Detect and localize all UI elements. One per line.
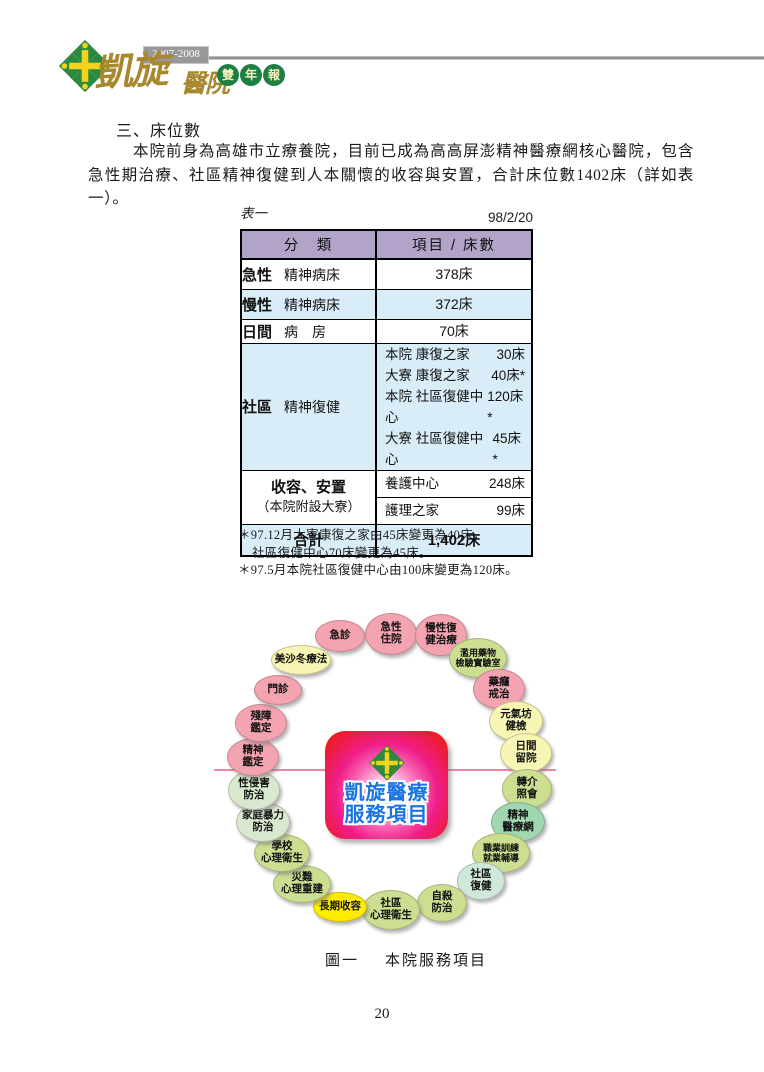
col-header-category: 分 類 xyxy=(240,229,377,260)
hospital-name-calligraphy: 凱旋 xyxy=(93,49,168,95)
beds-table: 分 類 項目 / 床數 急性 精神病床 378床 慢性 精神病床 372床 日間病 … xyxy=(240,229,533,557)
footnote: ＊97.5月本院社區復健中心由100床變更為120床。 xyxy=(238,563,518,577)
hospital-logo-icon xyxy=(58,39,112,93)
category-note: （本院附設大寮） xyxy=(256,499,361,514)
table-label: 表一 xyxy=(240,206,267,221)
category: 慢性 xyxy=(242,296,273,314)
sub-item: 本院 社區復健中心 120床* xyxy=(385,388,524,425)
category: 日間 xyxy=(242,323,273,341)
table-row: 社區 精神復健 本院 康復之家 30床 大寮 康復之家 40床* 本院 社區復健中心 1… xyxy=(240,342,533,471)
table-footnotes: ＊97.12月大寮康復之家由45床變更為40床， 社區復健中心70床變更為45床… xyxy=(238,527,518,580)
footnote: ＊97.12月大寮康復之家由45床變更為40床， xyxy=(238,528,486,542)
header-rule xyxy=(143,56,764,60)
center-box-title-line1: 凱旋醫療 xyxy=(344,781,429,804)
service-item: 精神 鑑定 xyxy=(227,738,279,776)
sub-item: 大寮 社區復健中心 45床* xyxy=(385,430,522,467)
service-item: 災難 心理重建 xyxy=(273,865,331,903)
category-detail: 病 房 xyxy=(284,323,327,340)
total-label: 合計 xyxy=(240,523,377,557)
center-box-title-line2: 服務項目 xyxy=(344,804,429,826)
bed-count: 372床 xyxy=(375,288,533,320)
service-item: 門診 xyxy=(254,675,302,705)
category: 急性 xyxy=(242,266,273,284)
total-value: 1,402床 xyxy=(375,523,533,557)
service-item: 日間 留院 xyxy=(500,733,552,773)
service-item: 社區 復健 xyxy=(457,862,505,900)
category: 收容、安置 xyxy=(270,479,346,496)
figure-caption-text: 本院服務項目 xyxy=(385,953,488,969)
service-item: 濫用藥物 檢驗實驗室 xyxy=(449,638,507,678)
sub-item: 大寮 康復之家 40床* xyxy=(385,367,525,383)
service-item: 美沙冬療法 xyxy=(271,645,331,675)
sub-item: 護理之家 99床 xyxy=(385,503,525,518)
badge-char: 雙 xyxy=(217,64,239,86)
bed-count: 70床 xyxy=(375,318,533,344)
footnote: 社區復健中心70床變更為45床。 xyxy=(252,545,432,560)
body-paragraph: 本院前身為高雄市立療養院，目前已成為高高屏澎精神醫療網核心醫院，包含急性期治療、… xyxy=(88,143,694,207)
table-row: 日間病 房 70床 xyxy=(240,318,533,344)
page-number: 20 xyxy=(374,1006,390,1022)
table-row: 急性 精神病床 378床 xyxy=(240,258,533,290)
figure-center-box: 凱旋醫療 服務項目 xyxy=(325,731,448,839)
sub-item: 養護中心 248床 xyxy=(385,476,525,491)
service-item: 殘障 鑑定 xyxy=(235,704,287,742)
col-header-items: 項目 / 床數 xyxy=(375,229,533,260)
hospital-logo-icon xyxy=(368,744,405,781)
bed-count: 378床 xyxy=(375,258,533,290)
service-item: 社區 心理衛生 xyxy=(362,890,420,930)
sub-item: 本院 康復之家 30床 xyxy=(385,346,525,362)
section-heading: 三、床位數 xyxy=(116,123,202,140)
service-item: 性侵害 防治 xyxy=(228,770,280,810)
table-row: 收容、安置 （本院附設大寮） 養護中心 248床 xyxy=(240,469,533,525)
table-total-row: 合計 1,402床 xyxy=(240,523,533,557)
category-detail: 精神病床 xyxy=(284,266,341,283)
figure-caption: 圖一 本院服務項目 xyxy=(325,949,487,970)
table-row: 慢性 精神病床 372床 xyxy=(240,288,533,320)
badge-char: 年 xyxy=(240,64,262,86)
category-detail: 精神病床 xyxy=(284,296,341,313)
service-item: 自殺 防治 xyxy=(417,884,467,922)
service-item: 急診 xyxy=(315,620,365,652)
figure-caption-label: 圖一 xyxy=(325,953,360,969)
service-item: 藥癮 戒治 xyxy=(473,669,525,709)
category-detail: 精神復健 xyxy=(284,399,341,415)
table-date: 98/2/20 xyxy=(487,210,533,225)
service-item: 急性 住院 xyxy=(365,613,417,655)
badge-char: 報 xyxy=(263,64,285,86)
table-header-row: 分 類 項目 / 床數 xyxy=(240,229,533,260)
category: 社區 xyxy=(242,399,273,416)
report-years: 2007-2008 xyxy=(143,46,209,64)
